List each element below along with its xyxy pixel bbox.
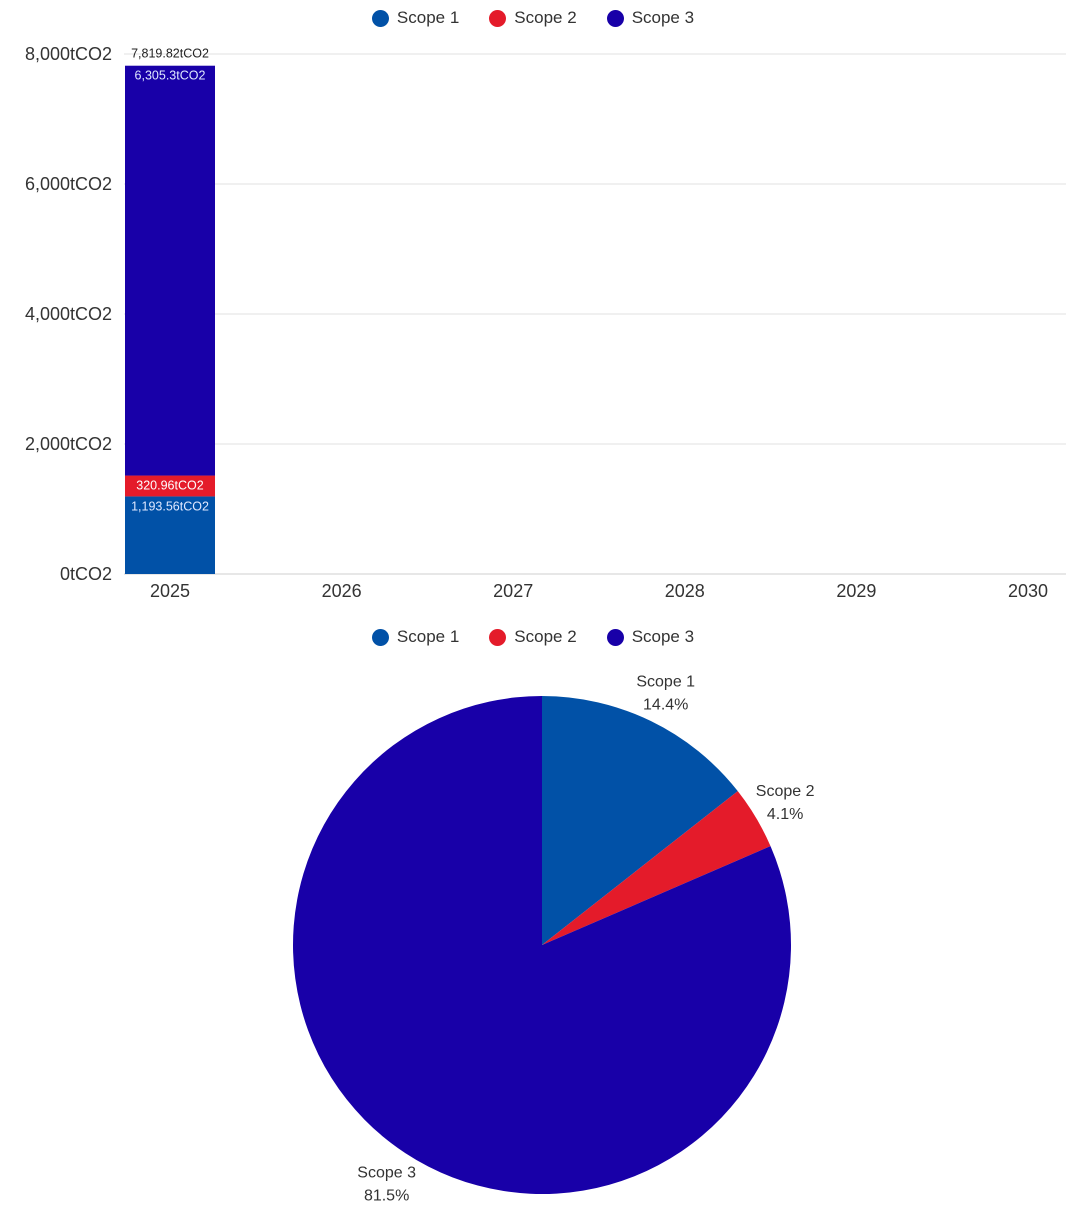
legend-swatch-scope-3 (606, 9, 624, 27)
pie-legend-swatch-scope-1 (371, 628, 389, 646)
stacked-bar-chart: 0tCO2 2,000tCO2 4,000tCO2 6,000tCO2 8,000tCO… (25, 44, 1066, 601)
x-tick-label: 2030 (1008, 581, 1048, 601)
legend-label-scope-3: Scope 3 (631, 8, 695, 27)
pie-slice-value-label: 81.5% (364, 1188, 409, 1205)
y-tick-label: 4,000tCO2 (25, 304, 112, 324)
pie-legend-label-scope-1: Scope 1 (396, 627, 460, 646)
pie-slice-name-label: Scope 1 (636, 673, 695, 690)
bar-segment-scope-2[interactable] (125, 475, 215, 497)
pie-legend-item-scope-3[interactable]: Scope 3 (606, 627, 695, 647)
bar-total-label: 7,819.82tCO2 (131, 47, 209, 61)
pie-legend-swatch-scope-3 (606, 628, 624, 646)
bar-segment-label: 320.96tCO2 (136, 479, 203, 493)
bar-segment-scope-3[interactable] (125, 65, 215, 476)
pie-legend-swatch-scope-2 (489, 628, 507, 646)
pie-slice-name-label: Scope 2 (756, 783, 815, 800)
x-tick-label: 2028 (665, 581, 705, 601)
pie-legend-label-scope-3: Scope 3 (631, 627, 695, 646)
x-tick-label: 2025 (150, 581, 190, 601)
y-tick-label: 0tCO2 (60, 564, 112, 584)
pie-legend-label-scope-2: Scope 2 (514, 627, 577, 646)
x-tick-label: 2029 (836, 581, 876, 601)
bar-segment-scope-1[interactable] (125, 496, 215, 574)
legend-swatch-scope-1 (371, 9, 389, 27)
legend-label-scope-1: Scope 1 (396, 8, 460, 27)
pie-slice-scope-1[interactable] (542, 696, 738, 945)
pie-slice-scope-3[interactable] (292, 696, 791, 1194)
bar-segment-label: 1,193.56tCO2 (131, 499, 209, 513)
bar-chart-legend: Scope 1 Scope 2 Scope 3 (0, 8, 1066, 28)
legend-item-scope-2[interactable]: Scope 2 (489, 8, 577, 28)
pie-chart-legend: Scope 1 Scope 2 Scope 3 (0, 627, 1066, 647)
legend-item-scope-1[interactable]: Scope 1 (371, 8, 460, 28)
y-tick-label: 8,000tCO2 (25, 44, 112, 64)
pie-slice-value-label: 14.4% (643, 696, 688, 713)
pie-legend-item-scope-2[interactable]: Scope 2 (489, 627, 577, 647)
x-tick-label: 2027 (493, 581, 533, 601)
legend-label-scope-2: Scope 2 (514, 8, 577, 27)
y-tick-label: 6,000tCO2 (25, 174, 112, 194)
bar-segment-label: 6,305.3tCO2 (135, 69, 206, 83)
legend-swatch-scope-2 (489, 9, 507, 27)
legend-item-scope-3[interactable]: Scope 3 (606, 8, 695, 28)
pie-slice-scope-2[interactable] (542, 791, 771, 945)
pie-slice-name-label: Scope 3 (357, 1165, 416, 1182)
pie-slice-value-label: 4.1% (767, 806, 803, 823)
y-tick-label: 2,000tCO2 (25, 434, 112, 454)
x-tick-label: 2026 (322, 581, 362, 601)
pie-legend-item-scope-1[interactable]: Scope 1 (371, 627, 460, 647)
